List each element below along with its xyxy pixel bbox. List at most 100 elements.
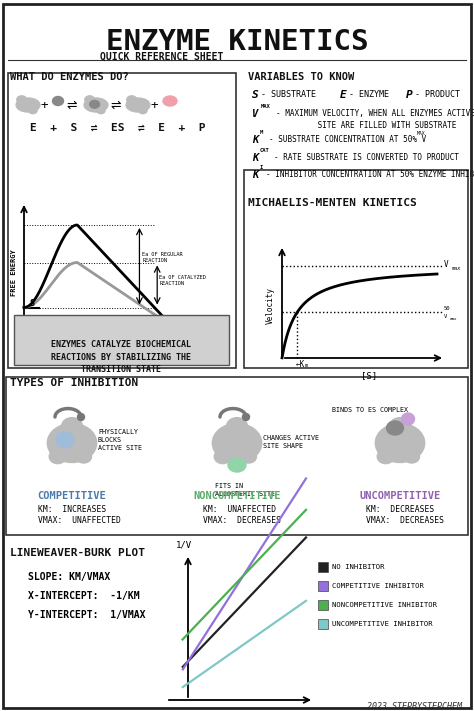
Text: max: max (449, 317, 456, 321)
Ellipse shape (126, 98, 150, 112)
Ellipse shape (49, 449, 66, 464)
Text: E: E (340, 90, 347, 100)
Text: - SUBSTRATE CONCENTRATION AT 50% V: - SUBSTRATE CONCENTRATION AT 50% V (269, 135, 426, 144)
Text: VMAX:  DECREASES: VMAX: DECREASES (203, 516, 281, 525)
Text: KM:  INCREASES: KM: INCREASES (38, 505, 106, 514)
Text: 2023 STEPBYSTEPCHEM: 2023 STEPBYSTEPCHEM (367, 702, 462, 711)
Text: NONCOMPETITIVE INHIBITOR: NONCOMPETITIVE INHIBITOR (332, 602, 437, 608)
Text: VARIABLES TO KNOW: VARIABLES TO KNOW (248, 72, 354, 82)
Text: Velocity: Velocity (265, 287, 274, 324)
Text: 1/[S]: 1/[S] (316, 710, 343, 711)
Text: BINDS TO ES COMPLEX: BINDS TO ES COMPLEX (332, 407, 408, 413)
Text: SLOPE: KM/VMAX: SLOPE: KM/VMAX (28, 572, 110, 582)
Circle shape (243, 414, 249, 420)
Ellipse shape (139, 107, 147, 114)
Ellipse shape (390, 417, 410, 434)
Text: 1/V: 1/V (176, 541, 192, 550)
Text: TYPES OF INHIBITION: TYPES OF INHIBITION (10, 378, 138, 388)
Ellipse shape (97, 107, 105, 114)
Ellipse shape (241, 450, 256, 463)
Text: COMPETITIVE INHIBITOR: COMPETITIVE INHIBITOR (332, 583, 424, 589)
Text: K: K (252, 135, 258, 145)
Ellipse shape (76, 450, 91, 463)
Bar (8, 73, 236, 368)
Ellipse shape (127, 96, 137, 104)
Ellipse shape (29, 107, 37, 114)
Text: M: M (260, 130, 263, 135)
Text: - SUBSTRATE: - SUBSTRATE (261, 90, 316, 99)
Ellipse shape (386, 421, 403, 435)
Text: Ea OF CATALYZED
REACTION: Ea OF CATALYZED REACTION (159, 274, 206, 286)
Ellipse shape (16, 98, 40, 112)
Text: - PRODUCT: - PRODUCT (415, 90, 460, 99)
Text: ⇌: ⇌ (111, 99, 121, 112)
Ellipse shape (17, 96, 27, 104)
Text: S: S (29, 299, 34, 307)
Text: P: P (149, 317, 155, 326)
Text: LINEWEAVER-BURK PLOT: LINEWEAVER-BURK PLOT (10, 548, 145, 558)
Bar (6, 377, 468, 535)
Text: MICHAELIS-MENTEN KINETICS: MICHAELIS-MENTEN KINETICS (248, 198, 417, 208)
Text: Ea OF REGULAR
REACTION: Ea OF REGULAR REACTION (143, 252, 183, 263)
Text: NO INHIBITOR: NO INHIBITOR (332, 564, 384, 570)
Ellipse shape (56, 432, 74, 448)
Text: ENZYME KINETICS: ENZYME KINETICS (106, 28, 368, 56)
Ellipse shape (375, 424, 425, 462)
Ellipse shape (404, 450, 419, 463)
Text: QUICK REFERENCE SHEET: QUICK REFERENCE SHEET (100, 52, 223, 62)
Circle shape (78, 414, 84, 420)
Text: MAX: MAX (417, 131, 426, 136)
Text: [S]: [S] (362, 371, 378, 380)
Ellipse shape (377, 449, 394, 464)
Ellipse shape (90, 100, 100, 108)
Text: PHYSICALLY
BLOCKS
ACTIVE SITE: PHYSICALLY BLOCKS ACTIVE SITE (98, 429, 142, 451)
Text: FREE ENERGY: FREE ENERGY (11, 249, 17, 296)
Bar (318, 600, 328, 610)
Text: - RATE SUBSTRATE IS CONVERTED TO PRODUCT: - RATE SUBSTRATE IS CONVERTED TO PRODUCT (274, 153, 459, 162)
Bar (318, 619, 328, 629)
Ellipse shape (227, 417, 247, 434)
Text: FITS IN
ALLOSTERIC SITE: FITS IN ALLOSTERIC SITE (215, 483, 275, 497)
Text: Y-INTERCEPT:  1/VMAX: Y-INTERCEPT: 1/VMAX (28, 610, 146, 620)
Text: UNCOMPETITIVE INHIBITOR: UNCOMPETITIVE INHIBITOR (332, 621, 433, 627)
Ellipse shape (47, 424, 97, 462)
Bar (318, 581, 328, 591)
Ellipse shape (214, 449, 231, 464)
Text: VMAX:  DECREASES: VMAX: DECREASES (366, 516, 444, 525)
Text: ENZYMES CATALYZE BIOCHEMICAL
REACTIONS BY STABILIZING THE
TRANSITION STATE: ENZYMES CATALYZE BIOCHEMICAL REACTIONS B… (51, 340, 191, 374)
Text: KM:  DECREASES: KM: DECREASES (366, 505, 434, 514)
Text: CAT: CAT (260, 148, 270, 153)
Text: K: K (252, 153, 258, 163)
Ellipse shape (228, 458, 246, 472)
Text: I: I (260, 165, 263, 170)
Ellipse shape (62, 417, 82, 434)
Text: - MAXIMUM VELOCITY, WHEN ALL ENZYMES ACTIVE
         SITE ARE FILLED WITH SUBSTR: - MAXIMUM VELOCITY, WHEN ALL ENZYMES ACT… (276, 109, 474, 130)
Text: S: S (252, 90, 259, 100)
Text: ⇌: ⇌ (67, 99, 77, 112)
Ellipse shape (85, 96, 95, 104)
Text: WHAT DO ENZYMES DO?: WHAT DO ENZYMES DO? (10, 72, 129, 82)
Ellipse shape (84, 98, 108, 112)
Text: - ENZYME: - ENZYME (349, 90, 389, 99)
Ellipse shape (53, 97, 64, 105)
Text: E  +  S  ⇌  ES  ⇌  E  +  P: E + S ⇌ ES ⇌ E + P (30, 123, 206, 133)
Ellipse shape (212, 424, 262, 462)
Text: KM:  UNAFFECTED: KM: UNAFFECTED (203, 505, 276, 514)
Ellipse shape (401, 413, 414, 425)
Text: V: V (444, 260, 448, 269)
Text: COMPETITIVE: COMPETITIVE (37, 491, 106, 501)
Text: NONCOMPETITIVE: NONCOMPETITIVE (193, 491, 281, 501)
Text: MAX: MAX (261, 104, 271, 109)
Bar (244, 170, 468, 368)
Text: ←Kₘ: ←Kₘ (295, 360, 310, 369)
Text: X-INTERCEPT:  -1/KM: X-INTERCEPT: -1/KM (28, 591, 140, 601)
Bar (318, 562, 328, 572)
Text: CHANGES ACTIVE
SITE SHAPE: CHANGES ACTIVE SITE SHAPE (263, 435, 319, 449)
Text: VMAX:  UNAFFECTED: VMAX: UNAFFECTED (38, 516, 121, 525)
Text: V: V (252, 109, 258, 119)
Text: REACTION PROGRESS: REACTION PROGRESS (67, 348, 139, 354)
Bar (14, 315, 229, 365)
Text: +: + (40, 99, 48, 112)
Text: - INHIBITOR CONCENTRATION AT 50% ENZYME INHIBITION: - INHIBITOR CONCENTRATION AT 50% ENZYME … (266, 170, 474, 179)
Text: 50: 50 (444, 306, 450, 311)
